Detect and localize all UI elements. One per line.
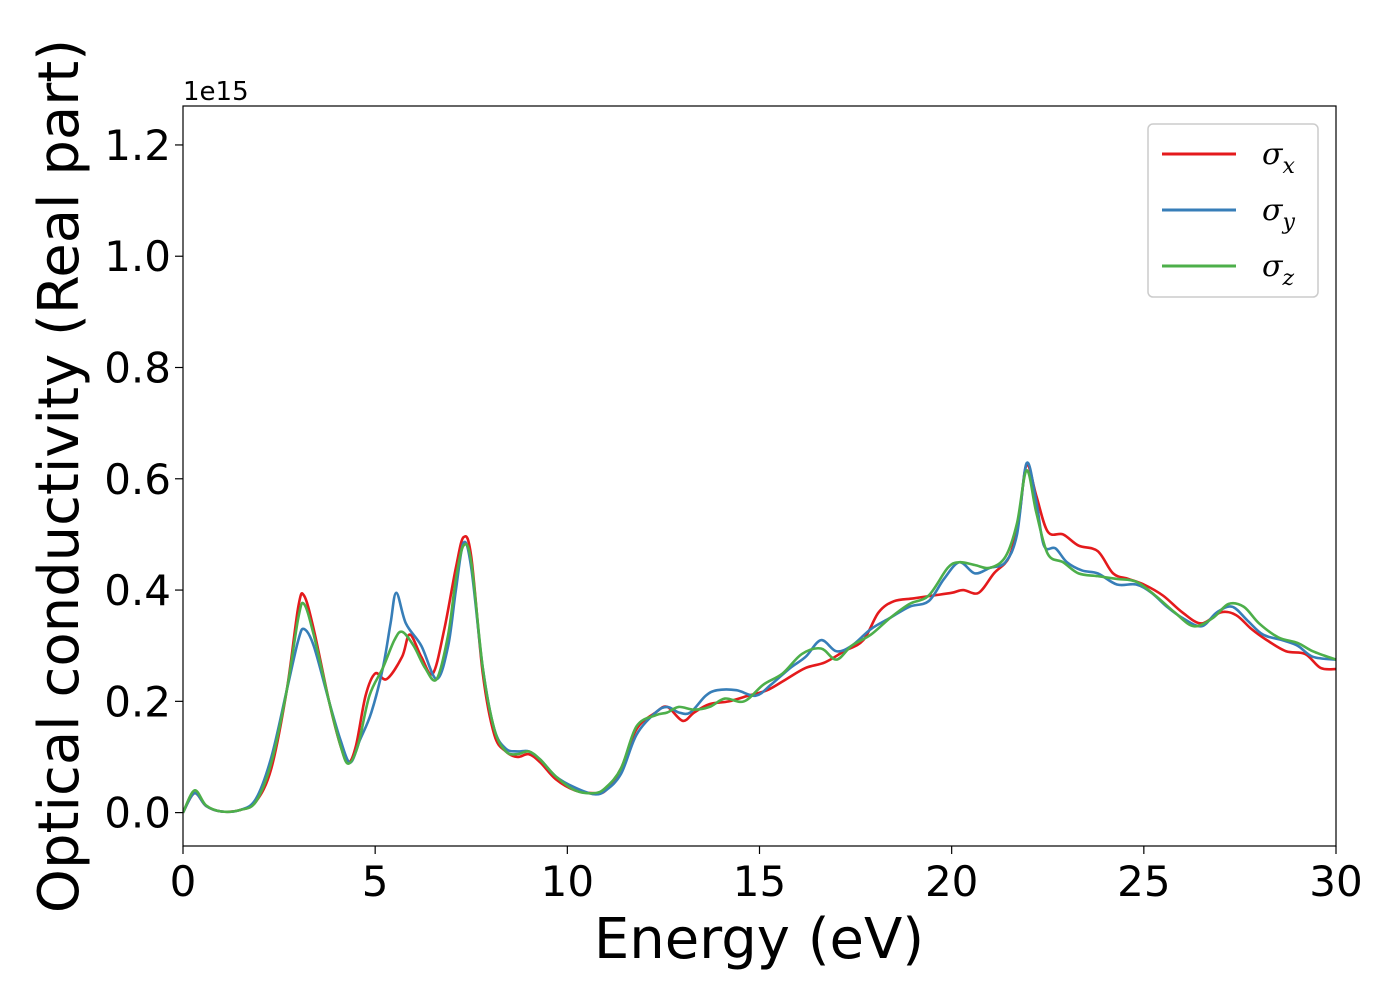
y-tick-label: 0.6 <box>104 455 171 504</box>
y-tick-label: 0.2 <box>104 677 171 726</box>
series-line-y <box>183 461 1336 814</box>
legend-label-x: σx <box>1262 137 1295 179</box>
y-axis: 0.0 0.2 0.4 0.6 0.8 1.0 1.2 <box>104 121 183 838</box>
legend: σx σy σz <box>1147 123 1319 298</box>
x-tick-label: 15 <box>733 857 786 906</box>
x-tick-label: 30 <box>1309 857 1362 906</box>
legend-label-z: σz <box>1262 249 1294 291</box>
y-tick-label: 1.0 <box>104 232 171 281</box>
series-layer <box>183 461 1336 814</box>
legend-label-y: σy <box>1262 193 1295 235</box>
x-tick-label: 5 <box>362 857 389 906</box>
y-offset-label: 1e15 <box>183 77 249 107</box>
series-line-x <box>183 463 1336 814</box>
x-tick-label: 25 <box>1117 857 1170 906</box>
x-tick-label: 10 <box>541 857 594 906</box>
x-tick-label: 0 <box>170 857 197 906</box>
series-line-z <box>183 469 1336 814</box>
x-axis: 0 5 10 15 20 25 30 <box>170 846 1363 906</box>
y-tick-label: 0.4 <box>104 566 171 615</box>
y-axis-title: Optical conductivity (Real part) <box>27 39 92 913</box>
y-tick-label: 0.8 <box>104 344 171 393</box>
x-tick-label: 20 <box>925 857 978 906</box>
y-tick-label: 1.2 <box>104 121 171 170</box>
x-axis-title: Energy (eV) <box>594 907 924 972</box>
y-tick-label: 0.0 <box>104 789 171 838</box>
